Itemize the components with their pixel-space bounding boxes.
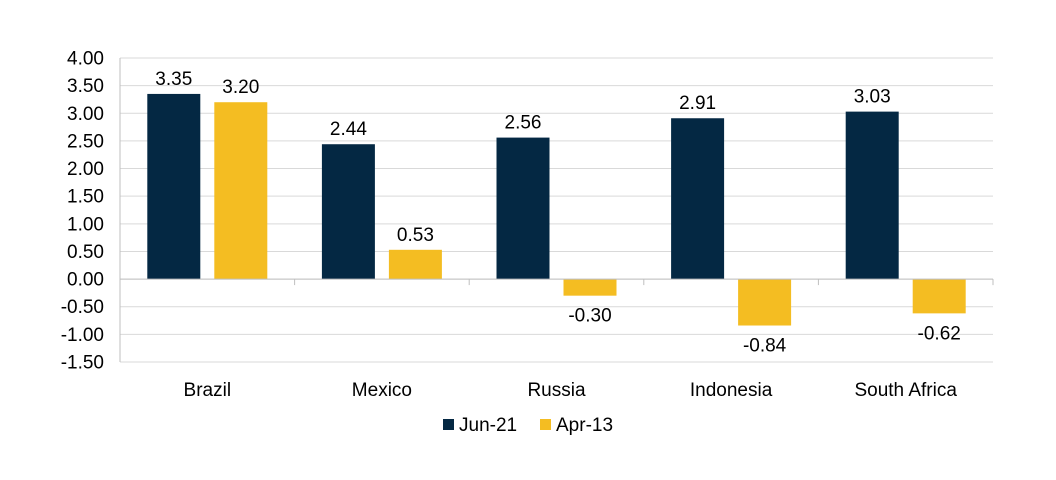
bar-Jun-21-Brazil (147, 93, 201, 280)
y-tick-label: 3.00 (67, 104, 104, 125)
category-label: Mexico (352, 380, 412, 401)
y-tick-label: -1.50 (61, 353, 104, 374)
data-label: 3.35 (155, 69, 192, 90)
data-labels: 3.35 3.20 2.44 0.53 2.56 -0.30 2.91 -0.84 3.03 -0… (155, 69, 961, 357)
bar-Apr-13-Brazil (214, 102, 268, 280)
data-label: 3.20 (222, 77, 259, 98)
category-label: Russia (527, 380, 586, 401)
category-label: South Africa (854, 380, 957, 401)
bar-Jun-21-Mexico (321, 144, 375, 280)
bar-Jun-21-South Africa (845, 111, 899, 280)
data-label: 3.03 (854, 87, 891, 108)
y-tick-label: 3.50 (67, 76, 104, 97)
y-tick-label: -0.50 (61, 297, 104, 318)
y-axis: 4.00 3.50 3.00 2.50 2.00 1.50 1.00 0.50 0.00 -0.5… (61, 49, 121, 374)
data-label: -0.62 (918, 323, 961, 344)
y-tick-label: 4.00 (67, 49, 104, 70)
bar-Apr-13-Russia (563, 279, 617, 296)
y-tick-label: 0.00 (67, 270, 104, 291)
y-tick-label: 2.50 (67, 131, 104, 152)
bar-Apr-13-Mexico (388, 249, 442, 280)
data-label: 2.91 (679, 93, 716, 114)
y-tick-label: 1.00 (67, 214, 104, 235)
category-label: Indonesia (690, 380, 773, 401)
data-label: 2.44 (330, 119, 367, 140)
legend-swatch-Jun-21 (443, 419, 454, 430)
legend: Jun-21 Apr-13 (443, 415, 613, 436)
data-label: -0.30 (568, 306, 611, 327)
bars (147, 93, 966, 326)
legend-label: Apr-13 (556, 415, 613, 436)
bar-Jun-21-Indonesia (671, 118, 725, 280)
x-axis (119, 278, 994, 286)
category-label: Brazil (184, 380, 232, 401)
bar-Apr-13-Indonesia (738, 279, 792, 326)
data-label: 0.53 (397, 225, 434, 246)
data-label: 2.56 (505, 113, 542, 134)
y-tick-label: 1.50 (67, 187, 104, 208)
y-tick-label: -1.00 (61, 325, 104, 346)
bar-Jun-21-Russia (496, 137, 550, 280)
data-label: -0.84 (743, 336, 787, 357)
y-tick-label: 0.50 (67, 242, 104, 263)
legend-swatch-Apr-13 (540, 419, 551, 430)
bar-Apr-13-South Africa (912, 279, 966, 314)
category-labels: Brazil Mexico Russia Indonesia South Africa (184, 380, 958, 401)
legend-label: Jun-21 (459, 415, 517, 436)
y-tick-label: 2.00 (67, 159, 104, 180)
